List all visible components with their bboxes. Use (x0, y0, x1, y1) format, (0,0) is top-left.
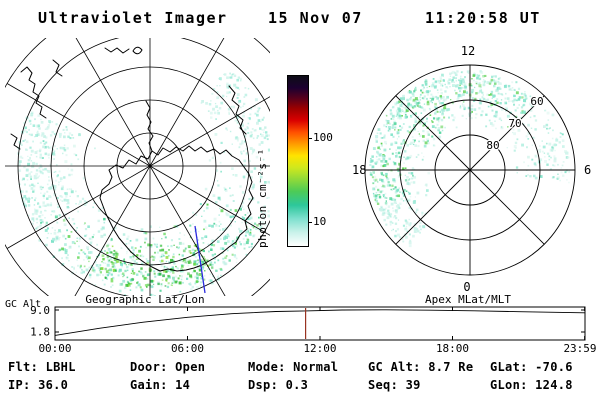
status-glat: GLat: -70.6 (490, 360, 573, 374)
mlt-label-0: 0 (463, 280, 470, 294)
gc-altitude-curve (54, 309, 585, 336)
mlt-label-6: 6 (584, 163, 591, 177)
ring-label-60: 60 (530, 95, 543, 108)
status-dsp: Dsp: 0.3 (248, 378, 309, 392)
status-door: Door: Open (130, 360, 206, 374)
xtick-1200: 12:00 (303, 342, 336, 355)
ring-label-80: 80 (486, 139, 499, 152)
aurora-speckles-apex (369, 70, 571, 248)
coastline-antarctica (99, 145, 254, 272)
xtick-0000: 00:00 (38, 342, 71, 355)
right-panel-caption: Apex MLat/MLT (425, 293, 511, 306)
status-glon: GLon: 124.8 (490, 378, 573, 392)
coastline-island-top (132, 46, 143, 55)
ring-label-70: 70 (508, 117, 521, 130)
colorbar-axis-label: photon cm⁻²s⁻¹ (256, 148, 269, 248)
coastline-fragment-nw (20, 66, 47, 119)
spacecraft-track-line (194, 225, 206, 294)
coastline-fragment-top (104, 47, 130, 54)
mlt-label-18: 18 (352, 163, 366, 177)
xtick-1800: 18:00 (436, 342, 469, 355)
mlat-mlt-grid (364, 64, 576, 276)
left-panel-caption: Geographic Lat/Lon (85, 293, 204, 306)
app-title: Ultraviolet Imager (38, 9, 228, 27)
timeline-ticks (54, 307, 586, 340)
coastline-fragment-west (10, 133, 21, 150)
coastline-peninsula (145, 100, 154, 152)
ytick-1-8: 1.8 (30, 326, 50, 339)
date-label: 15 Nov 07 (268, 9, 363, 27)
gc-alt-axis-label: GC Alt (5, 299, 41, 310)
mlt-label-12: 12 (461, 44, 475, 58)
ytick-9: 9.0 (30, 304, 50, 317)
gc-altitude-timeline: Geographic Lat/Lon Apex MLat/MLT GC Alt … (5, 293, 597, 355)
colorbar-tick-mark-100 (308, 138, 312, 139)
coastline-fragment-nw2 (52, 59, 63, 77)
colorbar-tick-mark-10 (308, 222, 312, 223)
geographic-map-panel (5, 38, 270, 296)
timeline-x-labels: 00:00 06:00 12:00 18:00 23:59 (38, 342, 596, 355)
status-gain: Gain: 14 (130, 378, 191, 392)
colorbar-tick-label-100: 100 (313, 131, 333, 144)
status-seq: Seq: 39 (368, 378, 421, 392)
latlon-grid (5, 38, 270, 296)
coastline-fragment-east (228, 85, 247, 135)
status-flt: Flt: LBHL (8, 360, 76, 374)
status-mode: Mode: Normal (248, 360, 339, 374)
status-ip: IP: 36.0 (8, 378, 69, 392)
xtick-0600: 06:00 (171, 342, 204, 355)
time-label: 11:20:58 UT (425, 9, 541, 27)
xtick-2359: 23:59 (563, 342, 596, 355)
colorbar-tick-label-10: 10 (313, 215, 327, 228)
status-gc-alt: GC Alt: 8.7 Re (368, 360, 474, 374)
colorbar (287, 75, 309, 247)
coastlines (10, 46, 254, 272)
apex-polar-panel: 80 70 60 12 18 6 0 (352, 44, 591, 294)
